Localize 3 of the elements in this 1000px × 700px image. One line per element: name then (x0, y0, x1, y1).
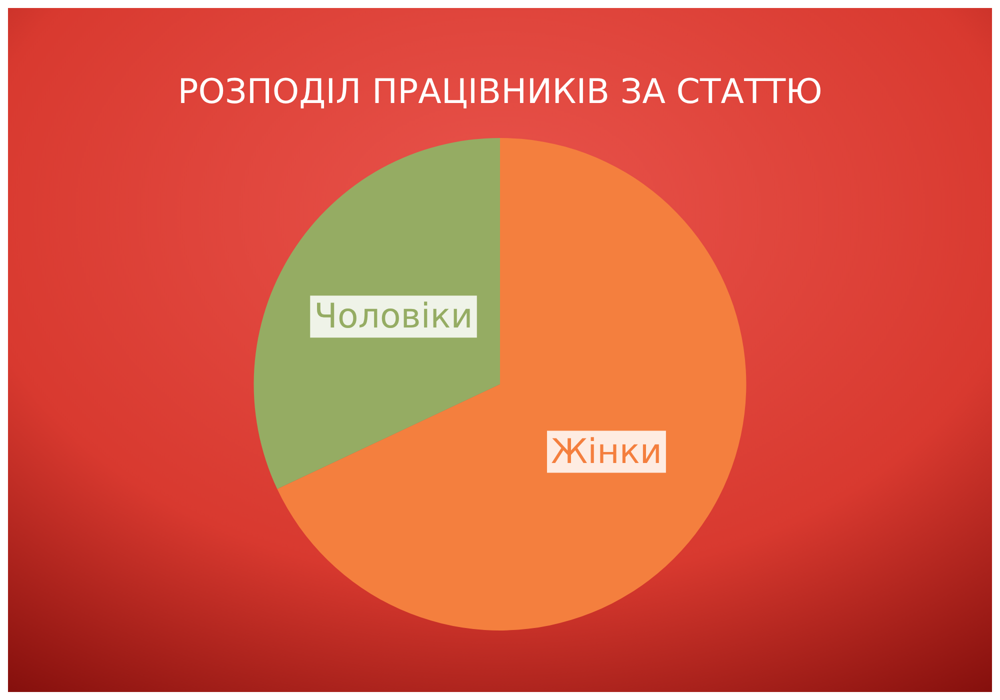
slice-label: Жінки (551, 432, 662, 472)
chart-title: РОЗПОДІЛ ПРАЦІВНИКІВ ЗА СТАТТЮ (178, 72, 822, 112)
slice-label: Чоловіки (314, 296, 473, 337)
